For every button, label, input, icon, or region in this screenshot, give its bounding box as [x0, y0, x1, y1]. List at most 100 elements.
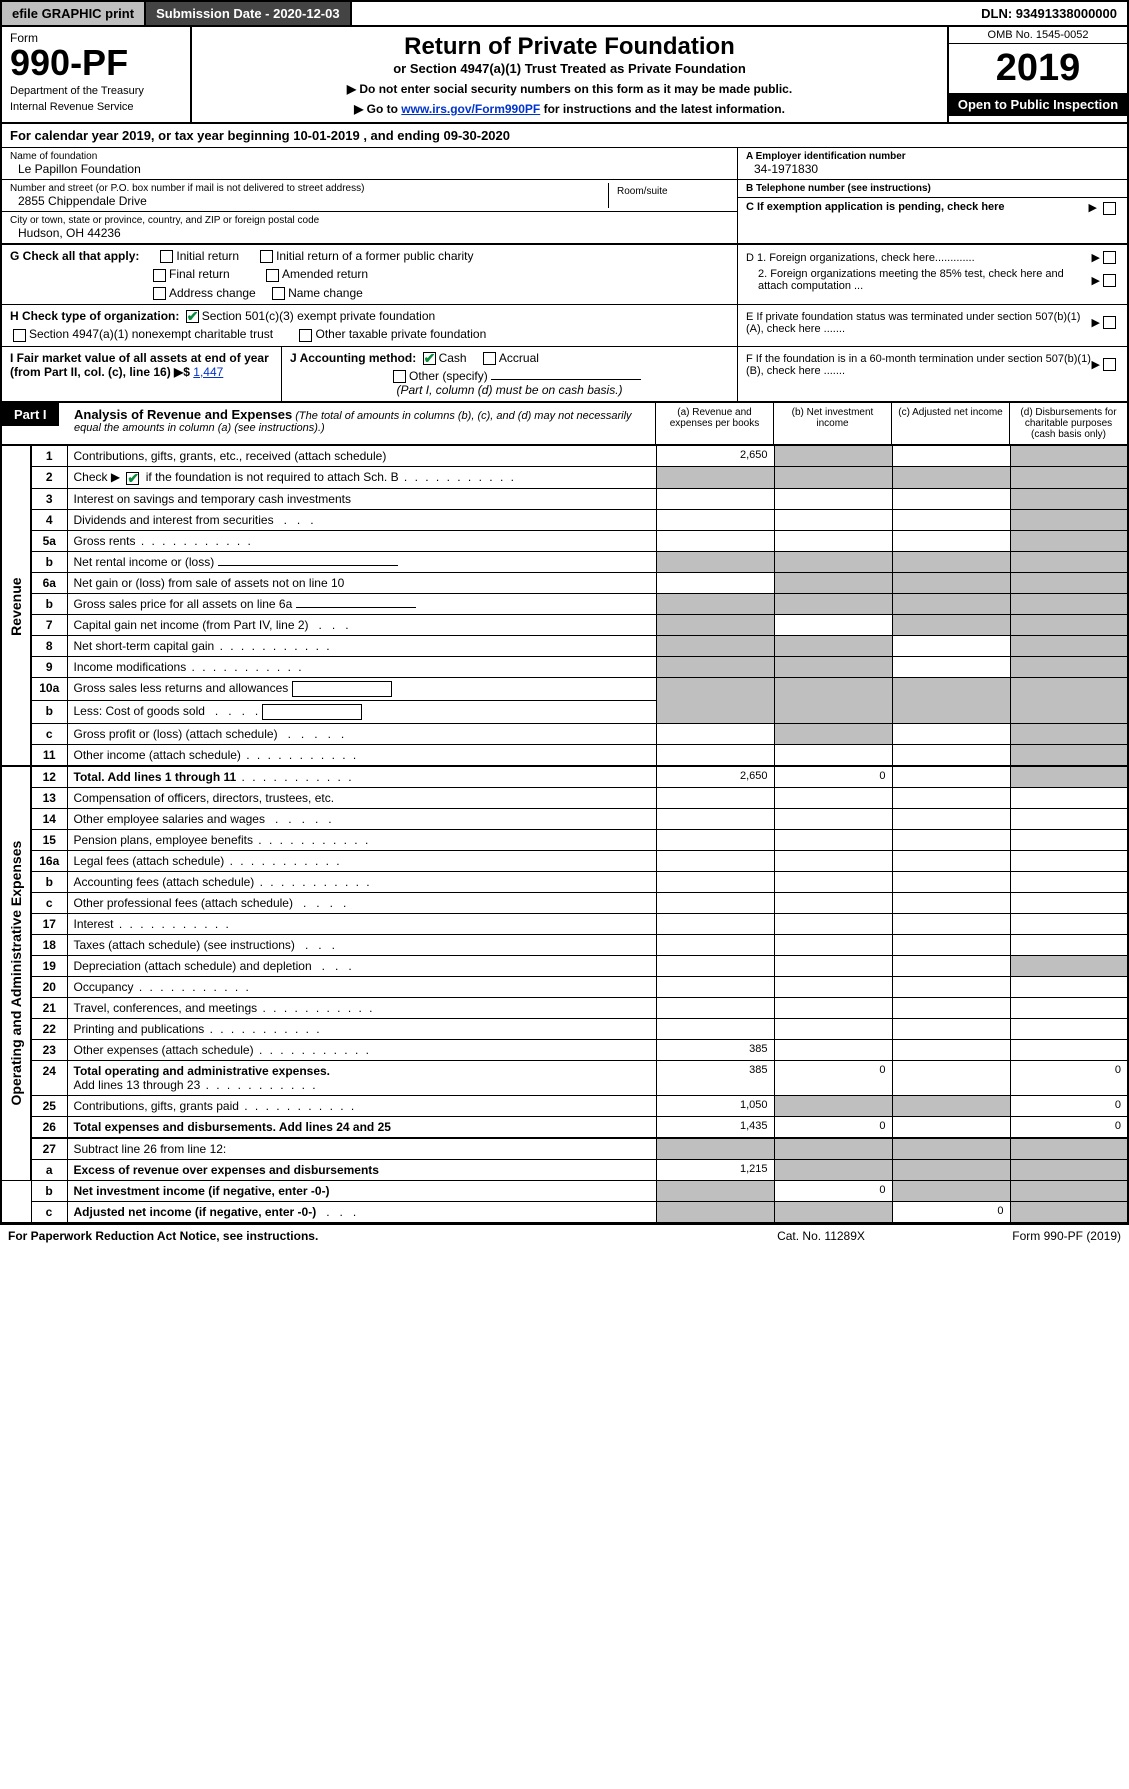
footer: For Paperwork Reduction Act Notice, see …	[0, 1224, 1129, 1247]
row-16c: Other professional fees (attach schedule…	[67, 892, 656, 913]
tel-label: B Telephone number (see instructions)	[746, 183, 1119, 194]
i-label: I Fair market value of all assets at end…	[10, 351, 269, 379]
row-16a: Legal fees (attach schedule)	[67, 850, 656, 871]
ein-value: 34-1971830	[746, 162, 1119, 176]
row-10a: Gross sales less returns and allowances	[67, 677, 656, 700]
open-public: Open to Public Inspection	[949, 93, 1127, 116]
form-header: Form 990-PF Department of the Treasury I…	[0, 27, 1129, 124]
row-27a: Excess of revenue over expenses and disb…	[67, 1159, 656, 1180]
d1-label: D 1. Foreign organizations, check here..…	[746, 252, 1092, 264]
city-label: City or town, state or province, country…	[10, 215, 729, 226]
row-10b: Less: Cost of goods sold . . . .	[67, 700, 656, 723]
row-6a: Net gain or (loss) from sale of assets n…	[67, 572, 656, 593]
irs-link[interactable]: www.irs.gov/Form990PF	[401, 102, 540, 116]
j-label: J Accounting method:	[290, 351, 416, 365]
row-18: Taxes (attach schedule) (see instruction…	[67, 934, 656, 955]
row-8: Net short-term capital gain	[67, 635, 656, 656]
form-subtitle: or Section 4947(a)(1) Trust Treated as P…	[202, 61, 937, 76]
footer-left: For Paperwork Reduction Act Notice, see …	[8, 1229, 721, 1243]
e-label: E If private foundation status was termi…	[746, 311, 1092, 335]
g-initial-public: Initial return of a former public charit…	[276, 249, 473, 263]
part1-label: Part I	[2, 403, 59, 426]
row-7: Capital gain net income (from Part IV, l…	[67, 614, 656, 635]
d1-checkbox[interactable]	[1103, 251, 1116, 264]
j-other-checkbox[interactable]	[393, 370, 406, 383]
j-accrual: Accrual	[499, 351, 539, 365]
g-name: Name change	[288, 286, 363, 300]
form-title: Return of Private Foundation	[202, 33, 937, 61]
c-checkbox[interactable]	[1103, 202, 1116, 215]
top-bar: efile GRAPHIC print Submission Date - 20…	[0, 0, 1129, 27]
row-24: Total operating and administrative expen…	[67, 1060, 656, 1095]
col-d-header: (d) Disbursements for charitable purpose…	[1009, 403, 1127, 444]
d2-checkbox[interactable]	[1103, 274, 1116, 287]
irs-label: Internal Revenue Service	[10, 101, 182, 113]
d2-label: 2. Foreign organizations meeting the 85%…	[746, 268, 1092, 292]
omb-number: OMB No. 1545-0052	[949, 27, 1127, 44]
revenue-tab: Revenue	[1, 446, 31, 766]
g-address: Address change	[169, 286, 256, 300]
row-19: Depreciation (attach schedule) and deple…	[67, 955, 656, 976]
footer-center: Cat. No. 11289X	[721, 1229, 921, 1243]
g-address-checkbox[interactable]	[153, 287, 166, 300]
j-cash: Cash	[439, 351, 467, 365]
ssn-note: ▶ Do not enter social security numbers o…	[202, 82, 937, 96]
col-a-header: (a) Revenue and expenses per books	[655, 403, 773, 444]
h-4947-checkbox[interactable]	[13, 329, 26, 342]
submission-date: Submission Date - 2020-12-03	[146, 2, 352, 25]
h-501c3-checkbox[interactable]	[186, 310, 199, 323]
row-27c: Adjusted net income (if negative, enter …	[67, 1201, 656, 1223]
row-15: Pension plans, employee benefits	[67, 829, 656, 850]
g-initial-public-checkbox[interactable]	[260, 250, 273, 263]
entity-info: Name of foundation Le Papillon Foundatio…	[0, 148, 1129, 245]
f-checkbox[interactable]	[1103, 358, 1116, 371]
g-initial-checkbox[interactable]	[160, 250, 173, 263]
row-2: Check ▶ if the foundation is not require…	[67, 467, 656, 488]
row-14: Other employee salaries and wages . . . …	[67, 808, 656, 829]
col-c-header: (c) Adjusted net income	[891, 403, 1009, 444]
f-label: F If the foundation is in a 60-month ter…	[746, 353, 1092, 377]
g-name-checkbox[interactable]	[272, 287, 285, 300]
row-10c: Gross profit or (loss) (attach schedule)…	[67, 723, 656, 744]
c-label: C If exemption application is pending, c…	[746, 201, 1005, 213]
room-label: Room/suite	[617, 186, 721, 197]
i-value: 1,447	[193, 365, 223, 379]
j-accrual-checkbox[interactable]	[483, 352, 496, 365]
name-label: Name of foundation	[10, 151, 729, 162]
row2-checkbox[interactable]	[126, 472, 139, 485]
row-9: Income modifications	[67, 656, 656, 677]
tax-year: 2019	[949, 44, 1127, 93]
row-16b: Accounting fees (attach schedule)	[67, 871, 656, 892]
j-cash-checkbox[interactable]	[423, 352, 436, 365]
g-amended: Amended return	[282, 267, 368, 281]
addr-label: Number and street (or P.O. box number if…	[10, 183, 608, 194]
efile-btn[interactable]: efile GRAPHIC print	[2, 2, 146, 25]
main-table: Revenue 1Contributions, gifts, grants, e…	[0, 445, 1129, 1223]
h-other: Other taxable private foundation	[315, 327, 486, 341]
g-final-checkbox[interactable]	[153, 269, 166, 282]
section-g: G Check all that apply: Initial return I…	[0, 245, 1129, 305]
section-h: H Check type of organization: Section 50…	[0, 305, 1129, 347]
e-checkbox[interactable]	[1103, 316, 1116, 329]
dept-treasury: Department of the Treasury	[10, 85, 182, 97]
row-23: Other expenses (attach schedule)	[67, 1039, 656, 1060]
h-501c3: Section 501(c)(3) exempt private foundat…	[202, 309, 435, 323]
g-final: Final return	[169, 267, 230, 281]
dln: DLN: 93491338000000	[971, 2, 1127, 25]
row-13: Compensation of officers, directors, tru…	[67, 787, 656, 808]
row-5b: Net rental income or (loss)	[67, 551, 656, 572]
form-number: 990-PF	[10, 45, 182, 81]
h-label: H Check type of organization:	[10, 309, 179, 323]
row-1: Contributions, gifts, grants, etc., rece…	[67, 446, 656, 467]
link-note: ▶ Go to www.irs.gov/Form990PF for instru…	[202, 102, 937, 116]
g-amended-checkbox[interactable]	[266, 269, 279, 282]
h-other-checkbox[interactable]	[299, 329, 312, 342]
part1-title: Analysis of Revenue and Expenses	[74, 407, 292, 422]
row-27b: Net investment income (if negative, ente…	[67, 1180, 656, 1201]
row-5a: Gross rents	[67, 530, 656, 551]
j-other: Other (specify)	[409, 369, 488, 383]
part1-header: Part I Analysis of Revenue and Expenses …	[0, 403, 1129, 445]
foundation-city: Hudson, OH 44236	[10, 226, 729, 240]
row-26: Total expenses and disbursements. Add li…	[67, 1116, 656, 1138]
row-4: Dividends and interest from securities .…	[67, 509, 656, 530]
